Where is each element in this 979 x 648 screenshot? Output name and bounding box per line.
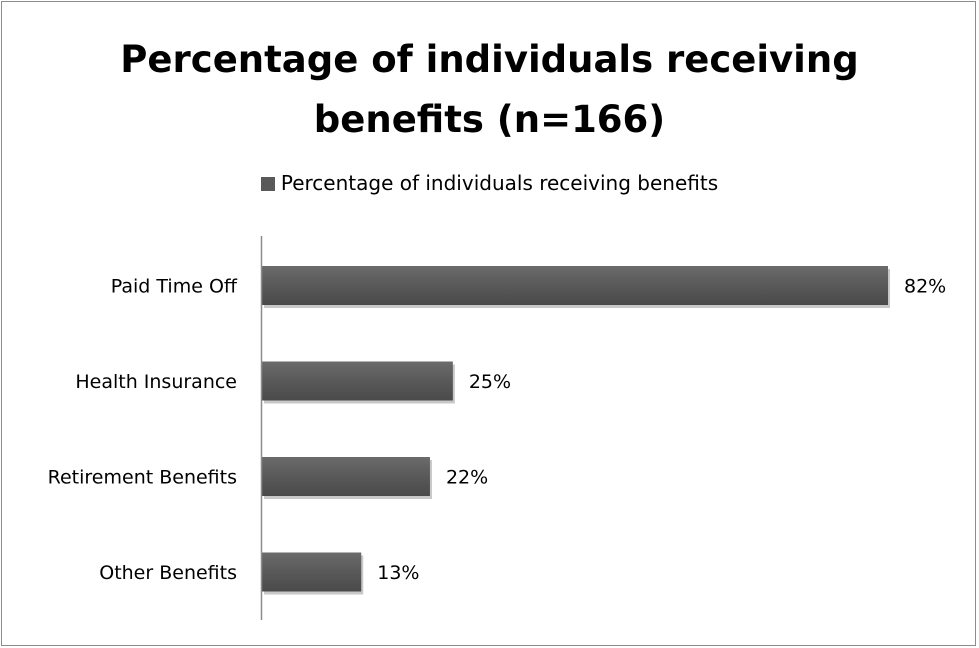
data-label: 25% — [469, 371, 511, 393]
chart-title-line-2: benefits (n=166) — [313, 98, 666, 141]
legend-swatch — [260, 177, 275, 191]
legend: Percentage of individuals receiving bene… — [0, 168, 979, 198]
category-label: Health Insurance — [75, 371, 237, 393]
bar-paid-time-off — [262, 266, 888, 305]
bars-layer — [262, 266, 890, 595]
labels-layer: Paid Time Off 82% Health Insurance 25% Retir… — [48, 236, 946, 620]
bar-retirement-benefits — [262, 457, 430, 496]
data-label: 22% — [446, 467, 488, 489]
bar-health-insurance — [262, 361, 453, 401]
category-label: Retirement Benefits — [48, 467, 237, 489]
legend-label: Percentage of individuals receiving bene… — [280, 171, 719, 195]
data-label: 82% — [904, 276, 946, 298]
data-label: 13% — [377, 562, 419, 584]
chart-title-line-1: Percentage of individuals receiving — [120, 38, 859, 81]
chart-title: Percentage of individuals receiving bene… — [0, 30, 979, 150]
category-label: Other Benefits — [99, 562, 237, 584]
category-label: Paid Time Off — [111, 276, 238, 298]
bar-other-benefits — [262, 552, 362, 592]
